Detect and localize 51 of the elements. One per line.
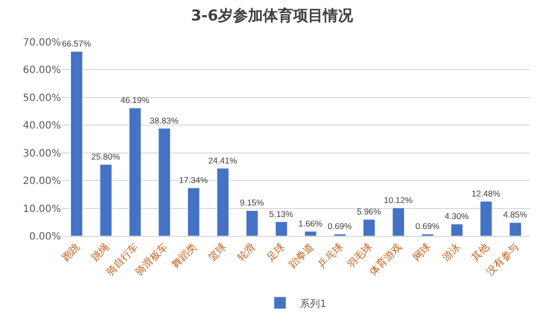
data-label: 66.57% [62,38,92,49]
bar [158,128,170,236]
x-tick-label: 足球 [264,241,288,264]
bar [450,224,463,236]
data-label: 4.30% [444,211,470,222]
x-tick-label: 网球 [410,241,434,264]
y-tick-label: 30.00% [22,148,61,160]
y-tick-label: 20.00% [22,176,61,188]
bar [275,222,288,236]
data-label: 25.80% [91,152,121,162]
chart-title: 3-6岁参加体育项目情况 [190,6,354,24]
y-tick-label: 10.00% [22,204,61,215]
x-tick-label: 乒乓球 [316,241,346,271]
y-tick-label: 70.00% [22,38,61,48]
bar [246,210,258,236]
x-tick-label: 篮球 [206,241,229,264]
x-tick-label: 跆拳道 [286,241,316,271]
bar [480,201,492,236]
bar [509,222,522,236]
data-label: 0.69% [415,221,440,232]
data-label: 0.69% [328,221,352,232]
data-label: 10.12% [384,194,414,205]
bar [188,188,200,236]
bar [392,208,404,236]
data-label: 38.83% [150,115,180,126]
data-label: 5.13% [269,208,294,219]
x-tick-label: 轮滑 [235,241,258,264]
bar [363,219,376,236]
data-label: 9.15% [240,198,264,208]
bar [100,164,112,236]
data-label: 4.85% [503,210,528,220]
data-label: 17.34% [178,174,208,185]
data-label: 12.48% [471,188,501,198]
data-label: 24.41% [208,155,238,166]
x-tick-label: 游泳 [440,241,463,264]
x-tick-label: 其他 [469,241,492,264]
x-tick-label: 舞蹈类 [170,241,200,271]
data-label: 5.96% [356,206,382,216]
data-label: 1.66% [298,218,323,228]
x-tick-label: 跳绳 [88,241,112,264]
bar [304,231,317,236]
bar [70,51,83,236]
legend-label: 系列1 [300,298,326,310]
y-tick-label: 0.00% [29,232,61,242]
bar [129,108,142,236]
y-tick-label: 40.00% [22,120,61,132]
y-tick-label: 60.00% [22,65,61,76]
x-tick-label: 跑跳 [60,241,82,264]
bar [216,168,229,236]
y-tick-label: 50.00% [22,92,61,104]
data-label: 46.19% [120,94,150,105]
